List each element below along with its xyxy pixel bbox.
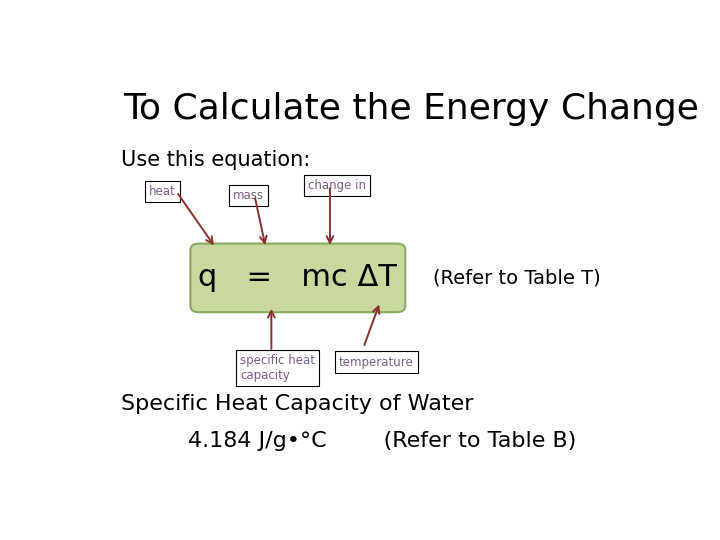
Text: temperature: temperature [339, 356, 413, 369]
Text: Use this equation:: Use this equation: [121, 151, 310, 171]
Text: mass: mass [233, 190, 264, 202]
Text: (Refer to Table T): (Refer to Table T) [433, 268, 601, 288]
Text: Specific Heat Capacity of Water: Specific Heat Capacity of Water [121, 394, 473, 414]
Text: specific heat
capacity: specific heat capacity [240, 354, 315, 382]
Text: change in: change in [308, 179, 366, 192]
Text: To Calculate the Energy Change: To Calculate the Energy Change [124, 92, 699, 126]
FancyBboxPatch shape [190, 244, 405, 312]
Text: 4.184 J/g•°C        (Refer to Table B): 4.184 J/g•°C (Refer to Table B) [188, 431, 576, 451]
Text: q   =   mc ΔT: q = mc ΔT [199, 264, 397, 292]
Text: heat: heat [149, 185, 176, 198]
